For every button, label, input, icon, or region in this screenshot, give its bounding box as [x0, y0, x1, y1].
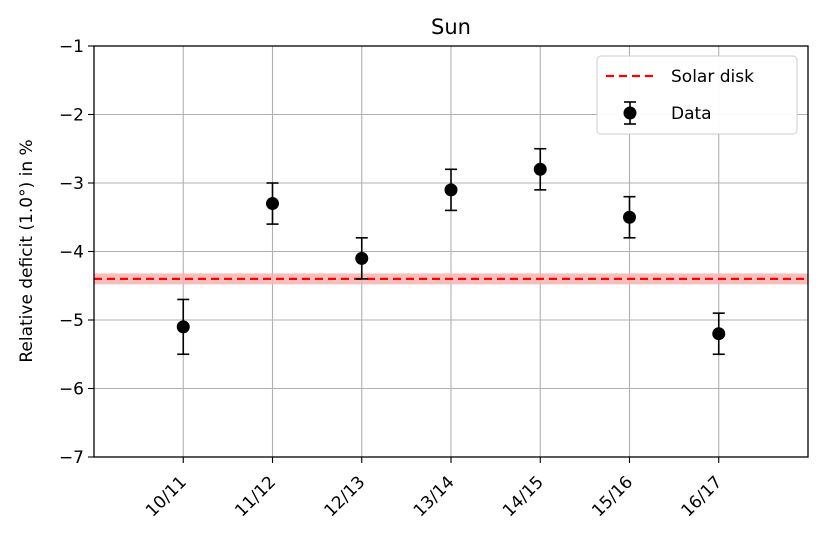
legend-data-marker — [623, 106, 637, 120]
x-tick-label: 11/12 — [231, 472, 280, 521]
data-point — [712, 327, 726, 341]
x-tick-label: 10/11 — [142, 472, 191, 521]
data-point — [176, 320, 190, 334]
y-tick-label: −4 — [59, 243, 84, 263]
chart-title: Sun — [431, 15, 471, 39]
x-tick-label: 16/17 — [677, 472, 726, 521]
y-tick-label: −6 — [59, 380, 84, 400]
y-axis-label: Relative deficit (1.0°) in % — [17, 139, 37, 362]
data-point — [533, 162, 547, 176]
data-point — [623, 210, 636, 224]
y-tick-label: −1 — [59, 37, 84, 57]
x-tick-label: 15/16 — [588, 472, 637, 521]
y-tick-label: −2 — [59, 106, 84, 126]
data-point — [266, 197, 279, 211]
legend-solar-disk-label: Solar disk — [671, 67, 754, 87]
reference-band-layer — [94, 273, 808, 285]
legend-data-label: Data — [671, 104, 712, 124]
y-ticks: −7 −6 −5 −4 −3 −2 −1 — [59, 37, 94, 468]
y-tick-label: −7 — [59, 448, 84, 468]
x-tick-label: 12/13 — [320, 472, 369, 521]
y-tick-label: −3 — [59, 174, 84, 194]
data-point — [355, 251, 369, 265]
legend: Solar disk Data — [596, 55, 798, 135]
data-layer — [176, 147, 726, 356]
x-tick-label: 14/15 — [499, 472, 548, 521]
data-point — [444, 183, 458, 197]
y-tick-label: −5 — [59, 311, 84, 331]
x-tick-label: 13/14 — [410, 472, 459, 521]
x-ticks: 10/11 11/12 12/13 13/14 14/15 15/16 16/17 — [142, 457, 726, 521]
